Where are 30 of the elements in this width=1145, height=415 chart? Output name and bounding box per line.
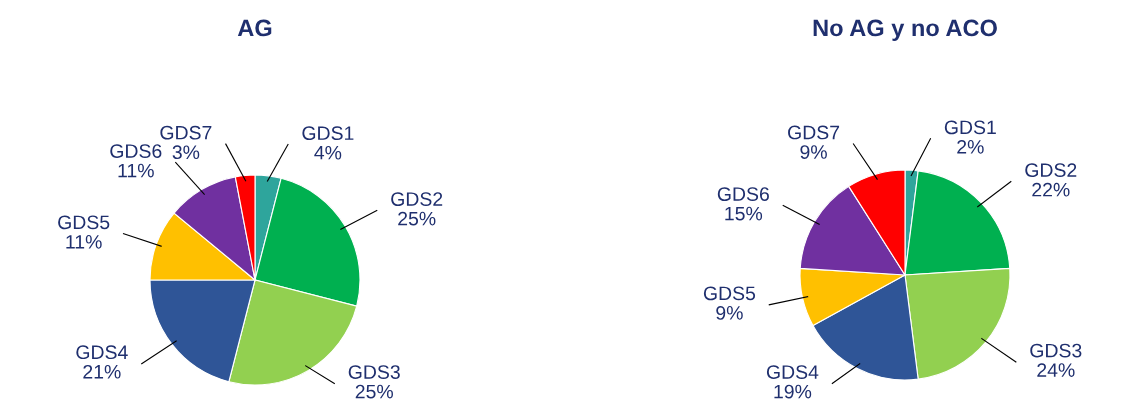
slice-label: GDS5 (58, 215, 110, 230)
chart-title: No AG y no ACO (813, 19, 997, 42)
chart-title: AG (237, 19, 272, 37)
slice-label: GDS3 (1030, 343, 1082, 358)
slice-label: GDS3 (348, 365, 400, 379)
slice-label: GDS4 (766, 365, 819, 379)
data-label: 25% (355, 384, 393, 399)
slice-label: GDS7 (788, 125, 840, 140)
slice-label: GDS4 (76, 345, 128, 360)
slice-label: GDS1 (944, 120, 996, 135)
slice-label: GDS2 (1025, 163, 1077, 178)
data-label: 25% (398, 211, 436, 226)
data-label: 3% (172, 145, 200, 160)
slice-label: GDS6 (717, 187, 769, 201)
slice-label: GDS2 (391, 192, 443, 206)
data-label: 22% (1032, 182, 1070, 197)
slice-label: GDS5 (703, 286, 756, 301)
slice-label: GDS1 (302, 126, 354, 141)
data-label: 9% (716, 305, 743, 320)
data-label: 19% (774, 384, 812, 399)
data-label: 9% (800, 145, 827, 159)
slice-label: GDS6 (110, 144, 162, 158)
data-label: 4% (314, 145, 342, 160)
data-label: 15% (725, 206, 763, 221)
data-label: 11% (118, 163, 154, 178)
data-label: 11% (66, 235, 102, 249)
data-label: 2% (957, 139, 984, 154)
slice-label: GDS7 (160, 125, 212, 140)
data-label: 21% (83, 364, 121, 379)
data-label: 24% (1037, 363, 1075, 377)
